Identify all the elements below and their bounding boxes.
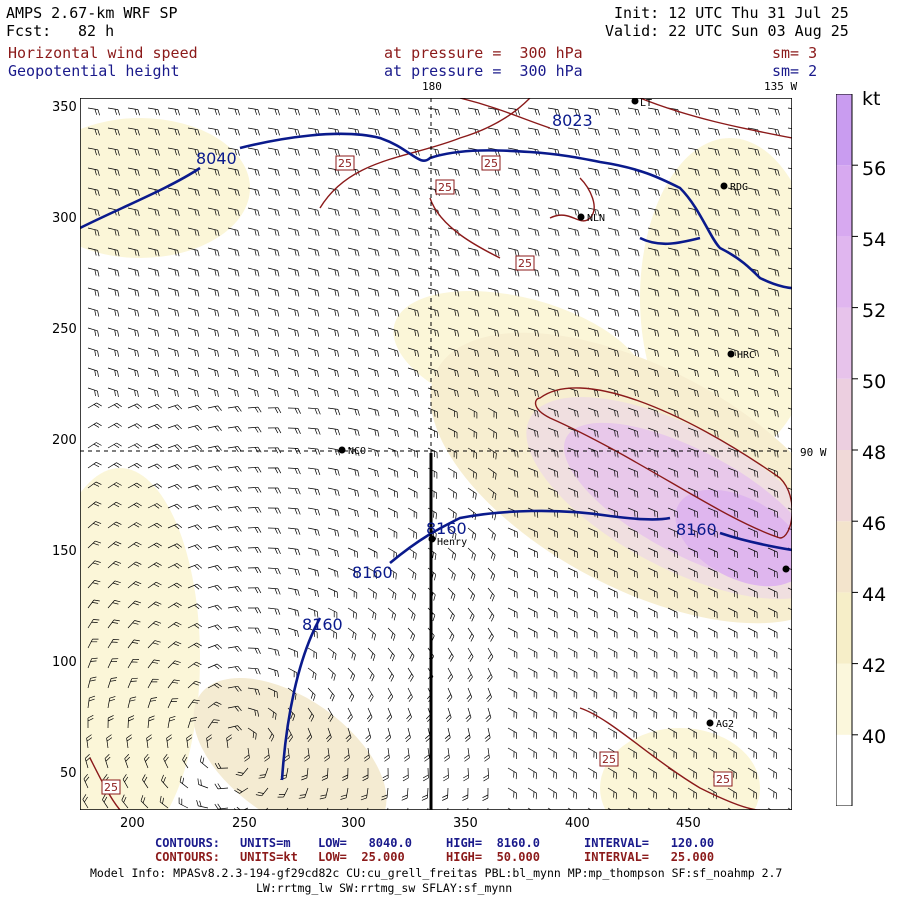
contour-blue-low: LOW= 8040.0 [318, 836, 412, 850]
contour-red-units: UNITS=kt [240, 850, 298, 864]
height-label-8160-d: 8160 [676, 520, 717, 539]
colorbar-label-52: 52 [862, 300, 887, 322]
field2-name: Geopotential height [8, 62, 180, 80]
height-label-8023: 8023 [552, 111, 593, 130]
x-tick-350: 350 [453, 816, 478, 831]
speed-label-4: 25 [518, 257, 532, 270]
speed-label-2: 25 [438, 181, 452, 194]
y-tick-150: 150 [52, 544, 77, 559]
contour-red-low: LOW= 25.000 [318, 850, 405, 864]
y-tick-50: 50 [60, 766, 77, 781]
field1-smoothing: sm= 3 [772, 44, 818, 62]
meridian-180-label: 180 [422, 80, 442, 93]
svg-text:AG2: AG2 [716, 719, 734, 730]
x-tick-300: 300 [341, 816, 366, 831]
init-time: Init: 12 UTC Thu 31 Jul 25 [614, 4, 849, 22]
station-hrc[interactable]: HRC [727, 350, 756, 361]
field2-level: at pressure = 300 hPa [384, 62, 583, 80]
colorbar-unit: kt [862, 88, 881, 110]
speed-label-1: 25 [338, 157, 352, 170]
contour-blue-units: UNITS=m [240, 836, 291, 850]
colorbar-label-56: 56 [862, 158, 887, 180]
colorbar-label-44: 44 [862, 584, 887, 606]
field1-level: at pressure = 300 hPa [384, 44, 583, 62]
svg-text:NLN: NLN [587, 213, 605, 224]
speed-label-5: 25 [602, 753, 616, 766]
colorbar [836, 94, 858, 806]
field2-smoothing: sm= 2 [772, 62, 818, 80]
station-nco[interactable]: NCO [338, 446, 367, 457]
model-info-line2: LW:rrtmg_lw SW:rrtmg_sw SFLAY:sf_mynn [256, 881, 513, 895]
colorbar-label-50: 50 [862, 371, 887, 393]
x-tick-450: 450 [676, 816, 701, 831]
colorbar-label-54: 54 [862, 229, 887, 251]
height-label-8160-c: 8160 [302, 615, 343, 634]
contour-red-interval: INTERVAL= 25.000 [584, 850, 715, 864]
svg-text:Henry: Henry [437, 537, 467, 548]
station-nln[interactable]: NLN [577, 213, 606, 224]
wind-height-map: 8023 8040 8160 8160 8160 8160 25 25 25 2… [80, 98, 792, 810]
svg-text:LT: LT [640, 98, 652, 109]
y-tick-350: 350 [52, 100, 77, 115]
colorbar-label-48: 48 [862, 442, 887, 464]
speed-label-7: 25 [104, 781, 118, 794]
field1-name: Horizontal wind speed [8, 44, 198, 62]
height-label-8160-a: 8160 [426, 519, 467, 538]
contour-blue-high: HIGH= 8160.0 [446, 836, 540, 850]
speed-label-6: 25 [716, 773, 730, 786]
height-label-8160-b: 8160 [352, 563, 393, 582]
x-tick-250: 250 [232, 816, 257, 831]
meridian-135w-label: 135 W [764, 80, 798, 93]
station-ag2[interactable]: AG2 [706, 719, 735, 730]
y-tick-300: 300 [52, 211, 77, 226]
colorbar-label-42: 42 [862, 655, 887, 677]
model-info-line1: Model Info: MPASv8.2.3-194-gf29cd82c CU:… [90, 866, 783, 880]
geopotential-contours [80, 132, 792, 781]
station-lt[interactable]: LT [631, 98, 653, 109]
svg-text:RDG: RDG [730, 182, 748, 193]
forecast-label: Fcst: [6, 22, 52, 40]
y-tick-250: 250 [52, 322, 77, 337]
colorbar-label-40: 40 [862, 726, 887, 748]
colorbar-label-46: 46 [862, 513, 887, 535]
meridian-90w-label: 90 W [800, 446, 827, 459]
station-rdg[interactable]: RDG [720, 182, 749, 193]
contour-blue-label: CONTOURS: [155, 836, 221, 850]
wind-barbs [82, 107, 792, 810]
y-tick-200: 200 [52, 433, 77, 448]
x-tick-200: 200 [120, 816, 145, 831]
x-tick-400: 400 [565, 816, 590, 831]
speed-label-3: 25 [484, 157, 498, 170]
app-title: AMPS 2.67-km WRF SP [6, 4, 178, 22]
station-henry[interactable]: Henry [428, 535, 468, 549]
y-tick-100: 100 [52, 655, 77, 670]
contour-blue-interval: INTERVAL= 120.00 [584, 836, 715, 850]
contour-red-high: HIGH= 50.000 [446, 850, 540, 864]
svg-text:HRC: HRC [737, 350, 755, 361]
svg-text:NCO: NCO [348, 446, 366, 457]
forecast-value: 82 h [78, 22, 115, 40]
contour-red-label: CONTOURS: [155, 850, 221, 864]
height-label-8040: 8040 [196, 149, 237, 168]
valid-time: Valid: 22 UTC Sun 03 Aug 25 [605, 22, 849, 40]
